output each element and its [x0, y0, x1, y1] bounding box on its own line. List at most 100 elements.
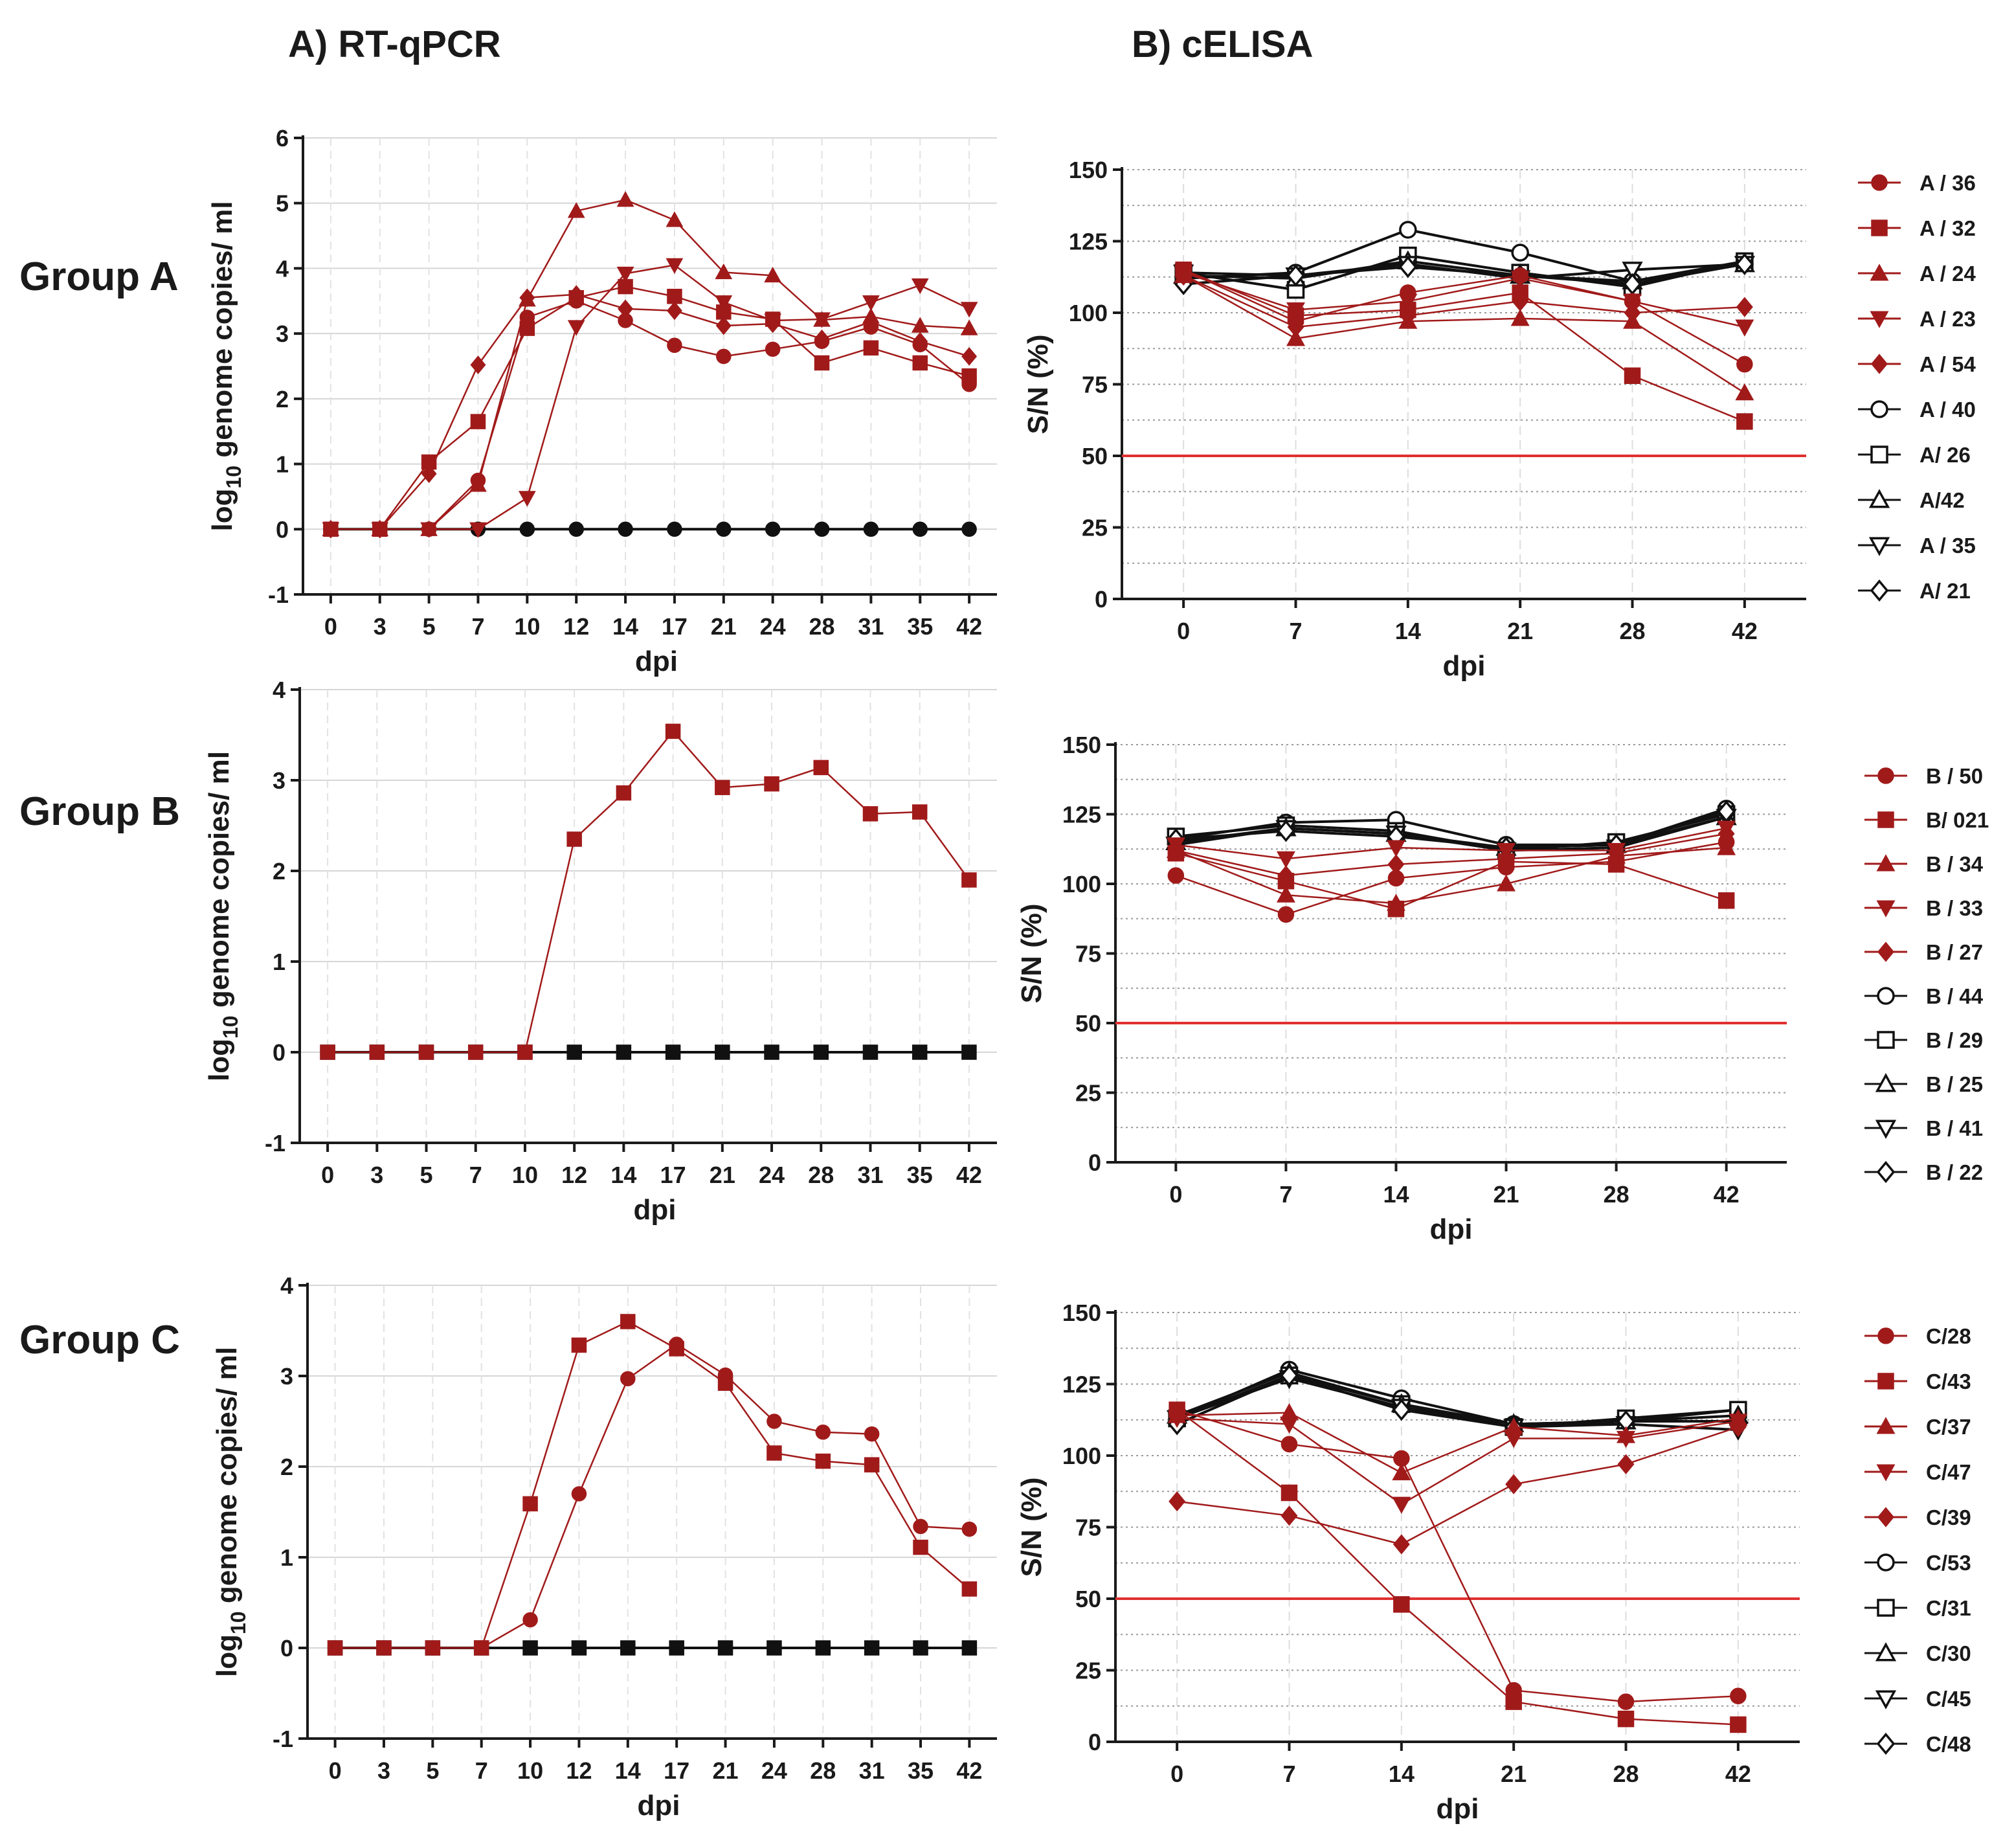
- legend-marker: [1877, 1553, 1895, 1572]
- x-axis-title: dpi: [1443, 650, 1486, 682]
- data-point: [1617, 1693, 1635, 1710]
- legend-marker: [1875, 1073, 1897, 1092]
- data-point: [522, 1640, 538, 1656]
- data-point: [1623, 293, 1642, 311]
- y-axis-title-part: log: [203, 1039, 235, 1081]
- legend-marker: [1876, 900, 1896, 918]
- legend: C/28 C/43 C/37 C/47 C/39 C/53 C/31 C/30 C/45 C/48: [1864, 1324, 1971, 1756]
- data-point: [1510, 271, 1530, 288]
- data-point: [1167, 1410, 1187, 1428]
- x-tick-label: 42: [956, 613, 982, 640]
- data-point: [1277, 820, 1295, 842]
- x-tick-label: 42: [956, 1162, 982, 1188]
- data-point: [1718, 824, 1735, 844]
- y-tick-label: 75: [1075, 941, 1101, 967]
- y-tick-label: 0: [280, 1635, 293, 1662]
- y-tick-label: 0: [1095, 586, 1108, 613]
- y-tick-label: 3: [280, 1363, 293, 1390]
- data-point: [1392, 1399, 1411, 1421]
- legend-marker: [1875, 1120, 1897, 1139]
- series-c-47: [1167, 1410, 1748, 1514]
- data-point: [519, 521, 535, 537]
- y-axis-title-subscript: 10: [219, 1015, 242, 1039]
- grid: [1122, 169, 1806, 599]
- data-point: [669, 1341, 684, 1357]
- series-a-54: [1175, 265, 1753, 337]
- data-point: [767, 1640, 782, 1656]
- y-tick-label: 5: [276, 190, 289, 217]
- legend-marker: [1877, 1373, 1894, 1390]
- legend-label: A / 24: [1919, 262, 1976, 286]
- legend-marker: [1877, 1599, 1895, 1617]
- data-point: [1286, 329, 1305, 346]
- data-point: [369, 1044, 385, 1060]
- series-line: [1176, 810, 1727, 850]
- legend-marker: [1868, 537, 1890, 556]
- data-point: [814, 355, 830, 371]
- legend-label: B / 22: [1926, 1160, 1983, 1184]
- data-point: [961, 368, 977, 384]
- legend-marker: [1876, 1417, 1896, 1434]
- legend-marker: [1875, 1642, 1897, 1662]
- data-point: [815, 1640, 831, 1656]
- data-point: [1281, 1436, 1298, 1453]
- group-a-label: Group A: [19, 254, 179, 299]
- data-point: [1276, 851, 1295, 869]
- legend-marker: [1870, 445, 1888, 464]
- legend-label: A / 23: [1919, 307, 1976, 331]
- x-tick-label: 31: [858, 613, 884, 640]
- legend-label: B / 25: [1926, 1072, 1983, 1096]
- series-line: [1176, 833, 1727, 877]
- x-tick-label: 35: [907, 613, 933, 640]
- data-point: [1730, 1687, 1747, 1705]
- chart-b2: 0 25 50 75 100 125 150 0 7 14 21 28 42 dpi S/N (%) B / …: [1016, 732, 1989, 1245]
- data-point: [522, 1612, 538, 1628]
- data-point: [667, 521, 682, 537]
- y-tick-label: 150: [1062, 1300, 1101, 1326]
- y-tick-label: 150: [1069, 157, 1108, 183]
- data-point: [1736, 413, 1753, 430]
- data-point: [1392, 1496, 1411, 1514]
- x-tick-label: 24: [759, 1162, 785, 1188]
- x-tick-label: 10: [514, 613, 540, 640]
- data-point: [470, 414, 486, 429]
- series-a-24: [1174, 265, 1754, 401]
- data-point: [1393, 1534, 1410, 1555]
- legend-label: B / 27: [1926, 940, 1983, 964]
- y-tick-label: 2: [273, 858, 285, 885]
- data-point: [1497, 848, 1515, 869]
- legend-label: A / 35: [1919, 534, 1976, 558]
- data-point: [616, 191, 634, 207]
- series-c-28: [327, 1336, 978, 1656]
- legend-marker: [1877, 811, 1894, 828]
- data-point: [1511, 243, 1529, 262]
- data-point: [469, 476, 487, 492]
- data-point: [764, 266, 782, 283]
- data-point: [469, 522, 487, 538]
- data-point: [1717, 838, 1736, 855]
- y-axis-title: log10 genome copies/ ml: [203, 751, 242, 1081]
- x-tick-label: 17: [660, 1162, 686, 1188]
- y-tick-label: 0: [1088, 1149, 1101, 1176]
- y-tick-label: 1: [273, 949, 285, 975]
- series-line: [1176, 827, 1727, 860]
- series-line: [330, 300, 970, 530]
- data-point: [717, 1375, 733, 1391]
- data-point: [665, 723, 681, 739]
- data-point: [1276, 885, 1295, 903]
- data-point: [1617, 1710, 1635, 1728]
- data-point: [1175, 265, 1192, 286]
- legend-label: A / 32: [1919, 216, 1976, 240]
- x-tick-label: 7: [471, 613, 484, 640]
- x-axis-title: dpi: [638, 1790, 680, 1821]
- legend-marker: [1870, 400, 1888, 418]
- data-point: [863, 312, 879, 332]
- data-point: [1286, 264, 1305, 287]
- data-point: [669, 1640, 684, 1656]
- data-point: [1729, 1417, 1747, 1437]
- group-c-label: Group C: [19, 1318, 180, 1362]
- data-point: [568, 521, 584, 537]
- legend-marker: [1877, 1507, 1894, 1527]
- x-tick-label: 17: [664, 1757, 689, 1784]
